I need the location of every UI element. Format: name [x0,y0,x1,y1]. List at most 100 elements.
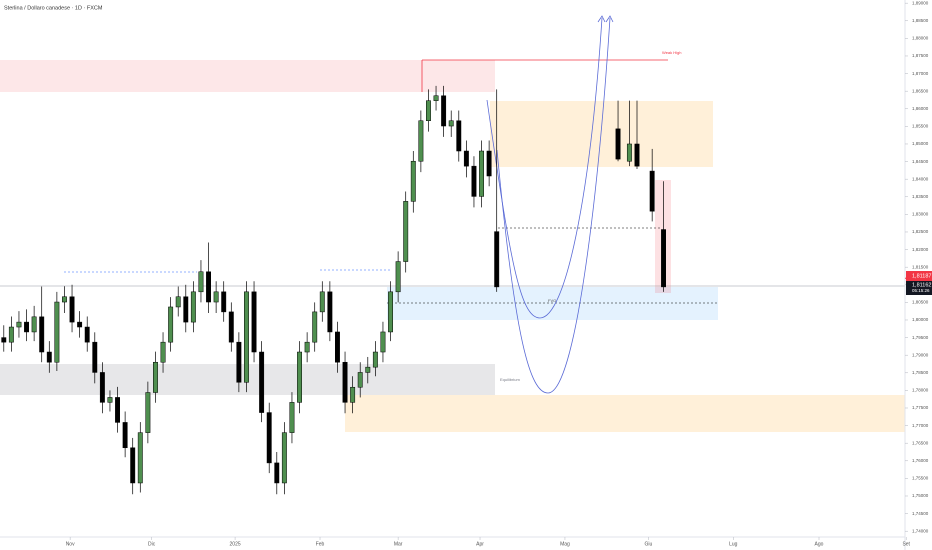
candle-body [107,397,113,403]
candle-body [388,291,393,333]
candle-body [122,422,128,449]
candle-body [426,100,431,121]
candle-body [183,296,189,323]
y-tick-label: 1,85000 [912,141,929,146]
x-tick-label: Set [902,541,910,547]
supply-zone [0,60,495,92]
candle-body [274,462,280,484]
candle-body [130,447,136,484]
annotation: Weak High [662,50,682,55]
candle-body [615,128,621,160]
y-tick-label: 1,87000 [912,71,929,76]
y-tick-label: 1,78500 [912,370,929,375]
x-tick-label: Apr [476,541,484,547]
y-tick-label: 1,75000 [912,493,929,498]
candle-body [206,271,211,303]
candle-body [297,351,302,403]
candle-body [251,291,257,353]
candle-body [372,351,378,368]
y-tick-label: 1,79500 [912,335,929,340]
y-tick-label: 1,79000 [912,352,929,357]
candle-body [168,306,174,343]
y-tick-label: 1,78000 [912,388,929,393]
candle-body [463,150,469,167]
candle-body [153,361,158,393]
demand-zone [345,395,905,432]
y-tick-label: 1,76000 [912,458,929,463]
candle-body [471,165,477,197]
candle-body [365,366,371,373]
candle-body [634,143,640,167]
candle-body [448,120,454,127]
candle-body [259,351,265,413]
candle-body [350,386,356,403]
candle-body [433,95,439,101]
candle-body [456,120,462,152]
y-tick-label: 1,85500 [912,124,929,129]
x-tick-label: Lug [729,541,738,547]
candle-body [1,337,7,343]
y-tick-label: 1,80000 [912,317,929,322]
y-tick-label: 1,80500 [912,300,929,305]
y-tick-label: 1,83000 [912,212,929,217]
candle-body [312,311,318,343]
candle-body [137,432,143,484]
y-tick-label: 1,82000 [912,247,929,252]
candle-body [395,261,401,293]
y-tick-label: 1,76500 [912,440,929,445]
y-tick-label: 1,86000 [912,106,929,111]
candle-body [661,229,666,288]
y-tick-label: 1,88000 [912,36,929,41]
x-tick-label: Ago [815,541,824,547]
x-tick-label: Dic [148,541,156,547]
arrow-head [597,15,614,23]
x-tick-label: Giu [644,541,652,547]
candle-body [31,316,37,333]
candle-body [54,301,60,363]
candle-body [342,361,348,403]
countdown: 05:15:26 [912,288,930,293]
candle-body [175,296,181,308]
x-tick-label: Nov [66,541,75,547]
candle-body [228,311,234,343]
candle-body [190,291,196,323]
bid-price: 1,81162 [912,282,931,288]
candle-body [486,150,492,177]
candle-body [289,402,295,433]
candle-body [77,321,83,328]
candle-body [380,331,386,353]
chart-title: Sterlina / Dollaro canadese · 1D · FXCM [4,5,103,11]
candle-body [160,341,166,363]
x-tick-label: 2025 [230,541,241,547]
candle-body [494,231,500,288]
candle-body [213,291,219,303]
y-tick-label: 1,74000 [912,528,929,533]
projection-curve [486,17,603,319]
candle-body [441,95,447,127]
y-tick-label: 1,77000 [912,423,929,428]
annotation: Equilibrium [500,377,520,382]
candle-body [403,201,409,262]
supply-zone [490,101,713,167]
candle-body [410,160,416,202]
candle-body [84,326,90,343]
y-tick-label: 1,84500 [912,159,929,164]
candle-body [69,296,75,323]
candle-body [198,271,204,293]
candle-body [244,291,249,383]
y-tick-label: 1,74500 [912,511,929,516]
y-tick-label: 1,82500 [912,229,929,234]
fvg-zone [387,287,718,320]
candle-body [479,150,484,197]
projection-curve [496,17,611,394]
candle-body [626,143,632,162]
x-tick-label: Mag [560,541,570,547]
candle-body [357,372,363,388]
y-tick-label: 1,87500 [912,53,929,58]
y-tick-label: 1,83500 [912,194,929,199]
candle-body [16,321,22,328]
y-tick-label: 1,84000 [912,176,929,181]
candle-body [24,321,29,333]
candle-body [266,412,272,464]
